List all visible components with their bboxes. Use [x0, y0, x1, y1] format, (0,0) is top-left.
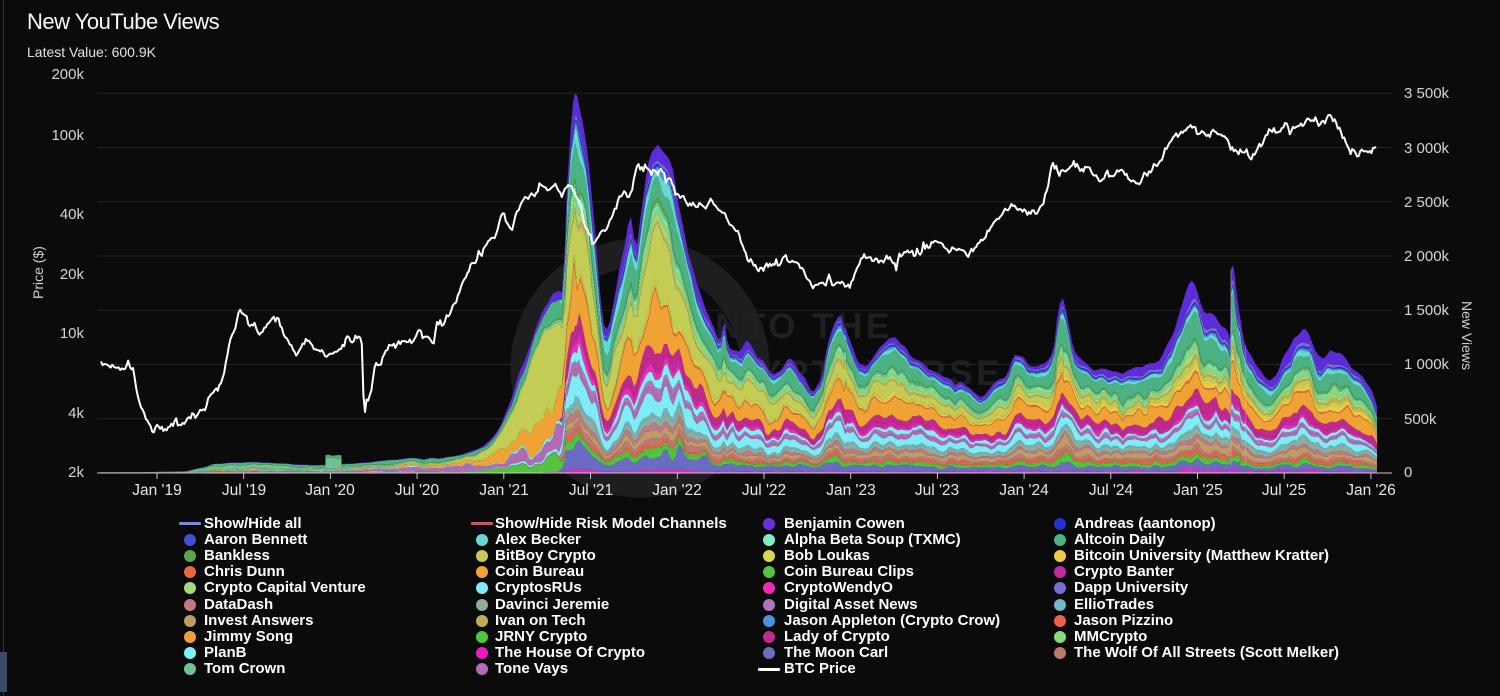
svg-text:INTO THE: INTO THE	[702, 307, 893, 346]
